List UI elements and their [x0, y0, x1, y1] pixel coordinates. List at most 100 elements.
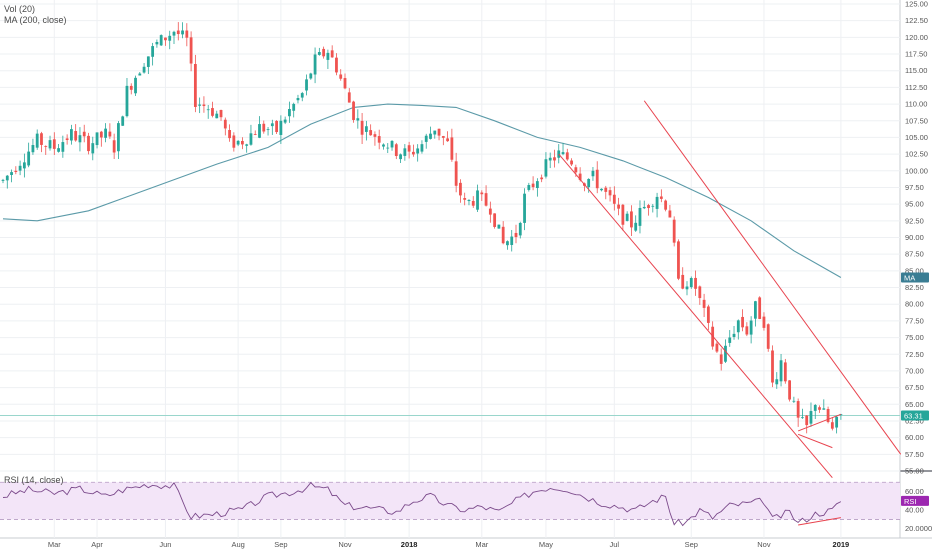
candle-body [570, 160, 573, 165]
candle-body [796, 401, 800, 418]
price-tick-label: 85.00 [905, 266, 924, 275]
channel-lower-line [558, 153, 833, 478]
candle-body [621, 204, 625, 225]
candle-body [317, 52, 321, 55]
candle-body [40, 133, 43, 145]
candle-body [78, 135, 82, 143]
candle-body [300, 93, 304, 98]
price-tick-label: 67.50 [905, 383, 924, 392]
price-tick-label: 77.50 [905, 316, 924, 325]
price-tick-label: 90.00 [905, 233, 924, 242]
rsi-tick-label: 20.0000 [905, 524, 932, 533]
candle-body [95, 132, 99, 146]
candle-body [236, 140, 240, 145]
candle-body [766, 324, 770, 349]
candle-body [788, 380, 791, 400]
candle-body [18, 165, 22, 171]
candle-body [792, 400, 796, 402]
candle-body [193, 64, 197, 107]
price-tick-label: 105.00 [905, 133, 928, 142]
candle-body [754, 301, 757, 319]
candle-body [356, 118, 360, 121]
candle-body [433, 130, 437, 135]
candle-body [403, 148, 407, 156]
price-tick-label: 75.00 [905, 333, 924, 342]
candle-body [288, 108, 291, 117]
candle-body [27, 151, 31, 166]
legend-volume: Vol (20) [4, 4, 36, 14]
candle-body [535, 181, 539, 189]
price-tick-label: 80.00 [905, 300, 924, 309]
candle-body [1, 179, 5, 181]
price-tick-label: 55.00 [905, 467, 924, 476]
price-tick-label: 95.00 [905, 200, 924, 209]
candle-body [138, 73, 142, 76]
candle-body [176, 30, 180, 35]
time-tick-label: Mar [475, 540, 488, 549]
candle-body [783, 362, 787, 382]
price-tick-label: 72.50 [905, 350, 924, 359]
candle-body [189, 37, 193, 64]
ma-badge-text: MA [904, 274, 915, 283]
time-tick-label: 2018 [401, 540, 418, 549]
candle-body [386, 147, 390, 149]
candle-body [181, 30, 184, 35]
candle-body [514, 232, 518, 238]
candle-body [681, 274, 685, 289]
candle-body [108, 131, 112, 137]
candle-body [565, 152, 569, 160]
candle-body [625, 213, 629, 221]
candle-body [117, 123, 120, 152]
time-tick-label: Apr [91, 540, 103, 549]
candle-body [544, 159, 548, 177]
candle-body [689, 278, 693, 288]
rsi-tick-label: 60.00 [905, 487, 924, 496]
candle-body [10, 172, 13, 175]
candle-body [771, 350, 774, 383]
candle-body [762, 316, 766, 328]
candle-body [394, 144, 398, 156]
candle-body [232, 135, 236, 148]
price-tick-label: 65.00 [905, 400, 924, 409]
candle-body [715, 343, 719, 352]
candle-body [642, 206, 646, 209]
candle-body [612, 194, 616, 204]
candle-body [5, 175, 9, 181]
wedge-top-line [797, 413, 842, 432]
price-tick-label: 62.50 [905, 416, 924, 425]
candle-body [719, 354, 723, 364]
candle-body [728, 337, 732, 343]
time-tick-label: Sep [685, 540, 698, 549]
candle-body [283, 119, 287, 123]
candle-body [420, 144, 424, 152]
candle-body [112, 140, 116, 153]
candle-body [99, 131, 103, 138]
candle-body [664, 200, 668, 210]
candle-body [313, 54, 317, 75]
price-tick-label: 115.00 [905, 66, 927, 75]
candle-body [245, 144, 249, 146]
candle-body [450, 137, 454, 160]
price-tick-label: 97.50 [905, 183, 924, 192]
ma-badge-bg [901, 272, 929, 283]
candle-body [732, 333, 736, 337]
candle-body [835, 416, 839, 428]
rsi-band [0, 482, 900, 520]
candle-body [822, 408, 826, 410]
candle-body [390, 140, 394, 148]
candle-body [185, 30, 189, 38]
price-tick-label: 110.00 [905, 100, 927, 109]
candle-body [228, 130, 231, 139]
candle-body [382, 144, 385, 147]
price-tick-label: 100.00 [905, 166, 928, 175]
candle-body [454, 161, 458, 186]
candle-body [741, 316, 744, 328]
candle-body [677, 241, 680, 279]
candle-body [506, 241, 509, 246]
candle-body [198, 104, 202, 106]
candle-body [262, 123, 266, 132]
candle-body [463, 198, 467, 200]
candle-body [335, 57, 338, 73]
candle-body [429, 133, 432, 139]
